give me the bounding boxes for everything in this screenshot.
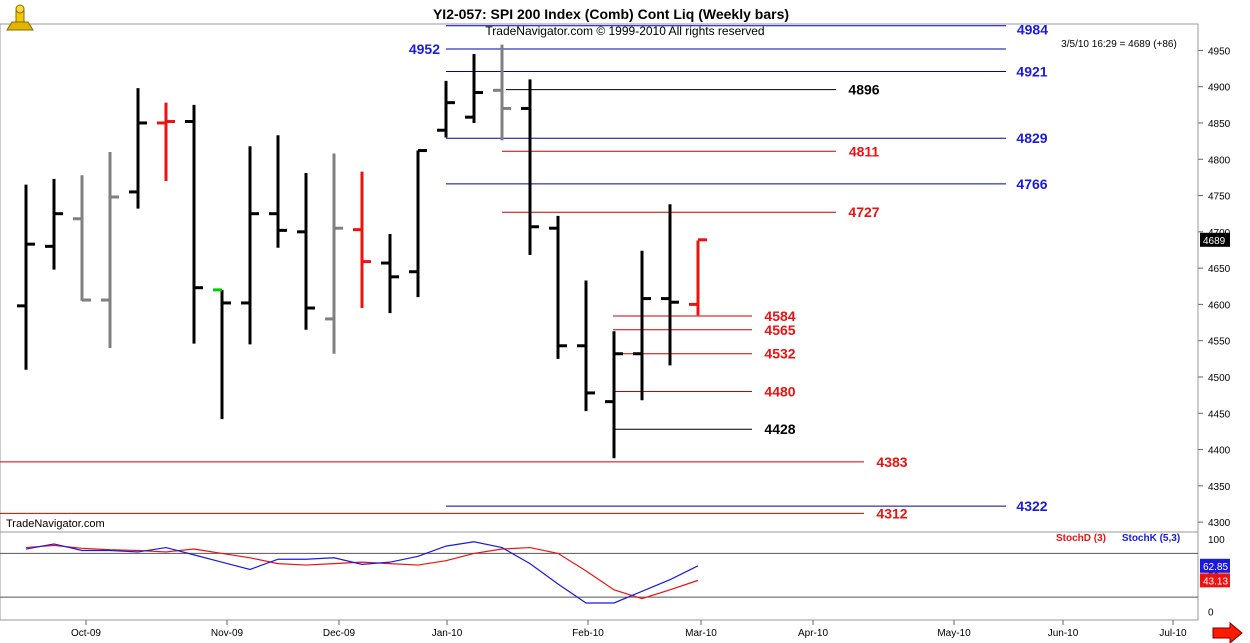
y-tick-label: 4400 [1208,446,1231,457]
y-tick-label: 4300 [1208,518,1231,529]
quote-text: 3/5/10 16:29 = 4689 (+86) [1061,39,1177,50]
level-label-4829: 4829 [1016,130,1047,146]
y-tick-label: 4350 [1208,482,1231,493]
stoch-last-box [1200,573,1230,588]
level-label-4896: 4896 [848,82,879,98]
x-tick-label: Apr-10 [798,628,828,639]
level-label-4428: 4428 [764,421,795,437]
level-label-4766: 4766 [1016,176,1047,192]
y-tick-label: 4450 [1208,409,1231,420]
stoch-last-label: 62.85 [1203,562,1228,573]
level-label-4584: 4584 [764,308,795,324]
ohlc-bar-2009-09-04 [17,184,35,370]
y-tick-label: 4650 [1208,264,1231,275]
y-tick-label: 4950 [1208,46,1231,57]
ohlc-bar-2009-10-09 [157,102,175,182]
level-label-4480: 4480 [764,383,795,399]
level-label-4952: 4952 [409,41,440,57]
x-tick-label: Dec-09 [323,628,356,639]
ohlc-bar-2009-11-13 [297,173,315,330]
y-tick-label: 4500 [1208,373,1231,384]
level-label-4565: 4565 [764,322,795,338]
ohlc-bar-2009-10-16 [185,104,203,344]
scroll-right-arrow-icon[interactable] [1212,621,1243,643]
ohlc-bar-2009-12-04 [381,234,399,314]
last-price-box [1200,232,1230,247]
trophy-icon[interactable] [6,4,34,31]
ohlc-bar-2009-10-30 [241,146,259,345]
level-label-4383: 4383 [876,454,907,470]
ohlc-bar-2010-01-15 [549,215,567,359]
ohlc-bar-2010-02-12 [661,204,679,366]
ohlc-bar-2009-09-25 [101,152,119,348]
level-label-4921: 4921 [1016,63,1047,79]
ohlc-bar-2009-12-11 [409,149,427,298]
ohlc-bar-2010-02-05 [633,250,651,401]
y-tick-label: 4750 [1208,192,1231,203]
level-label-4312: 4312 [876,505,907,521]
osc-y-tick-label: 100 [1208,535,1225,546]
ohlc-bar-2010-01-08 [521,79,539,256]
x-tick-label: Nov-09 [211,628,244,639]
ohlc-bar-2009-10-02 [129,88,147,209]
level-label-4811: 4811 [849,143,880,159]
legend-entry: StochD (3) [1056,533,1106,544]
x-tick-label: Mar-10 [685,628,717,639]
level-label-4532: 4532 [764,346,795,362]
x-tick-label: Jun-10 [1048,628,1079,639]
y-tick-label: 4900 [1208,83,1231,94]
y-tick-label: 4850 [1208,119,1231,130]
osc-y-tick-label: 0 [1208,608,1214,619]
x-tick-label: Feb-10 [572,628,604,639]
ohlc-bar-2010-01-29 [605,331,623,459]
price-panel [0,23,1199,535]
level-label-4322: 4322 [1016,498,1047,514]
level-label-4727: 4727 [848,204,879,220]
x-tick-label: Jul-10 [1159,628,1187,639]
y-tick-label: 4550 [1208,337,1231,348]
ohlc-bar-2009-12-25 [465,54,483,123]
x-tick-label: May-10 [937,628,971,639]
legend-entry: StochK (5,3) [1122,533,1180,544]
ohlc-bar-2009-09-18 [73,175,91,302]
copyright-text: TradeNavigator.com © 1999-2010 All right… [485,24,764,38]
stoch-last-label: 43.13 [1203,576,1228,587]
chart-title: YI2-057: SPI 200 Index (Comb) Cont Liq (… [433,6,789,22]
ohlc-bar-2010-01-22 [577,280,595,412]
stoch-line-k [25,541,699,604]
ohlc-bar-2009-11-06 [269,135,287,248]
ohlc-bar-2009-12-18 [437,80,455,138]
level-label-4984: 4984 [1017,22,1048,38]
stoch-line-d [25,544,699,600]
ohlc-bar-2010-01-01 [493,44,511,141]
ohlc-bar-2009-09-11 [45,178,63,270]
y-tick-label: 4600 [1208,300,1231,311]
last-price-label: 4689 [1203,236,1226,247]
stoch-last-box [1200,558,1230,573]
ohlc-bar-2009-11-27 [353,171,371,309]
oscillator-panel [0,531,1199,621]
y-tick-label: 4800 [1208,155,1231,166]
ohlc-bar-2009-10-23 [213,288,231,420]
watermark-text: TradeNavigator.com [6,518,105,530]
x-tick-label: Oct-09 [71,628,101,639]
ohlc-bar-2009-11-20 [325,153,343,354]
ohlc-bar-2010-02-19 [689,238,707,316]
x-tick-label: Jan-10 [432,628,463,639]
